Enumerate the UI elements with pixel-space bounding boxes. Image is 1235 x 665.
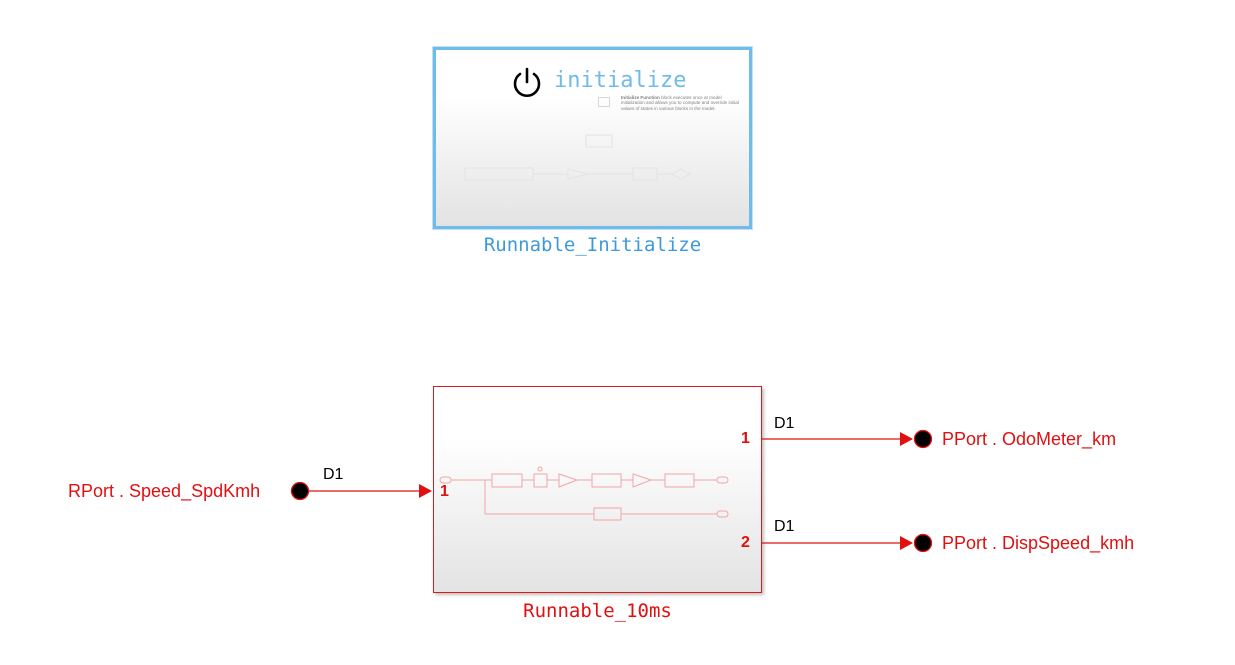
pport-terminal-1[interactable] [913,429,933,449]
rport-terminal[interactable] [290,481,310,501]
runnable-block-name: Runnable_10ms [523,600,672,622]
arrow-icon [900,536,913,550]
inport-number-1: 1 [440,483,449,500]
initialize-preview-diagram [464,134,692,181]
initialize-function-label: initialize [554,68,687,93]
arrow-icon [419,484,432,498]
power-icon [513,67,541,97]
outport-number-1: 1 [741,430,750,447]
rport-speed-label: RPort . Speed_SpdKmh [68,481,261,501]
description-checkbox [598,97,610,107]
initialize-description: Initialize Function block executes once … [621,95,739,111]
pport-odometer-label: PPort . OdoMeter_km [942,429,1117,449]
input-signal-name: D1 [323,466,344,483]
output-signal-name-2: D1 [774,518,795,535]
outport-number-2: 2 [741,534,750,551]
runnable-10ms-block[interactable]: 1 1 2 [433,386,762,593]
pport-terminal-2[interactable] [913,533,933,553]
output-signal-line-1[interactable] [762,432,913,446]
initialize-block-name: Runnable_Initialize [483,234,702,256]
output-signal-name-1: D1 [774,415,795,432]
initialize-function-block[interactable]: initialize Initialize Function block exe… [433,47,752,229]
arrow-icon [900,432,913,446]
output-signal-line-2[interactable] [762,536,913,550]
pport-dispspeed-label: PPort . DispSpeed_kmh [942,533,1135,553]
subsystem-preview-diagram [439,466,729,521]
input-signal-line[interactable] [309,484,432,498]
